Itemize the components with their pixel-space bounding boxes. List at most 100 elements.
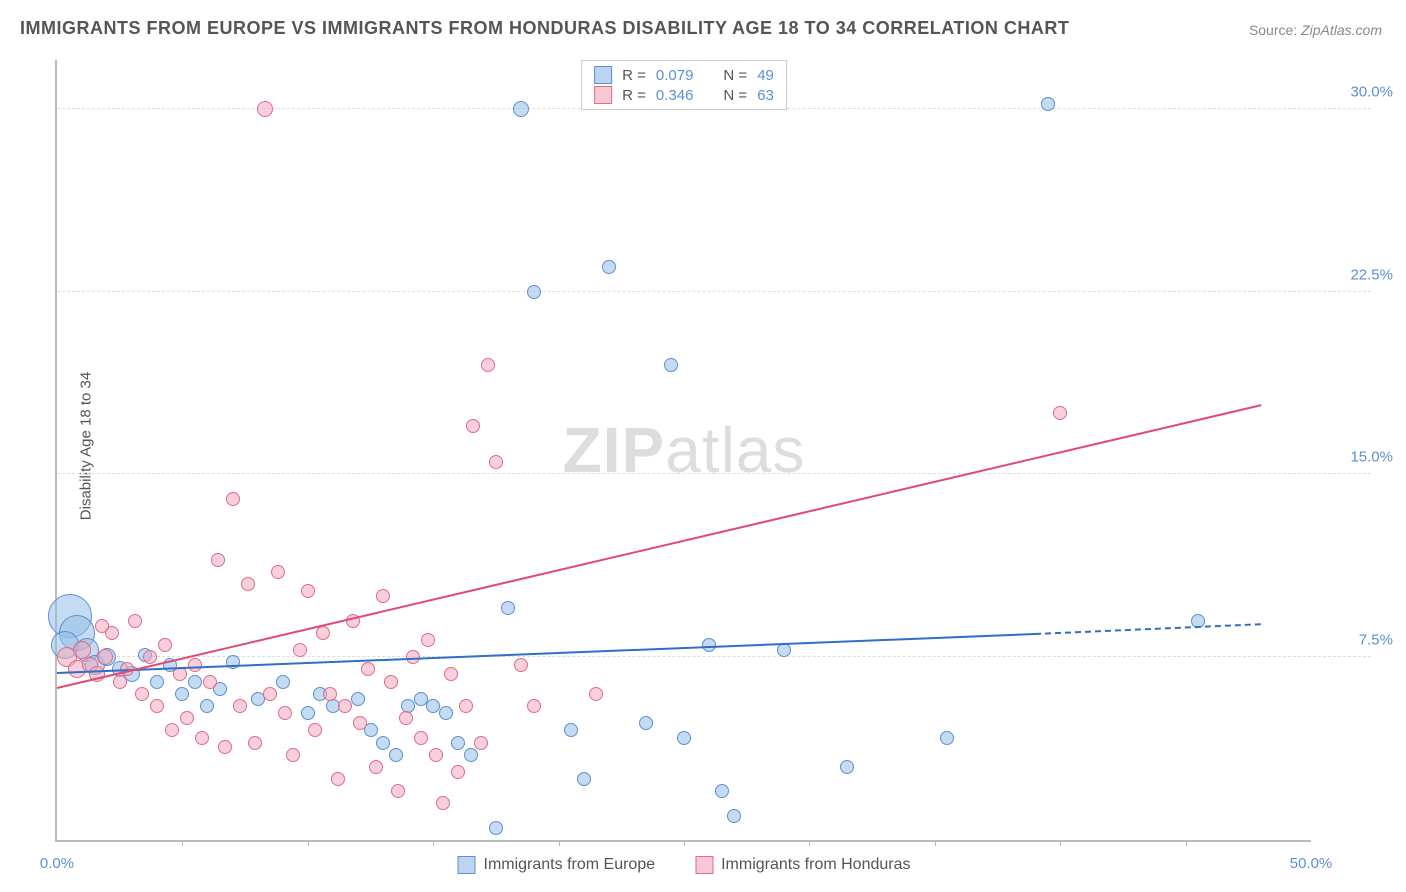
data-point-honduras <box>203 675 217 689</box>
data-point-europe <box>639 716 653 730</box>
trendline-dash-europe <box>1035 624 1261 636</box>
n-value: 49 <box>757 67 774 84</box>
data-point-honduras <box>158 638 172 652</box>
data-point-europe <box>175 687 189 701</box>
data-point-europe <box>351 692 365 706</box>
data-point-honduras <box>527 699 541 713</box>
data-point-honduras <box>384 675 398 689</box>
data-point-europe <box>376 736 390 750</box>
data-point-honduras <box>316 626 330 640</box>
data-point-honduras <box>113 675 127 689</box>
data-point-honduras <box>489 455 503 469</box>
data-point-honduras <box>466 419 480 433</box>
correlation-legend: R = 0.079 N = 49 R = 0.346 N = 63 <box>581 60 787 110</box>
watermark-bold: ZIP <box>563 414 666 486</box>
x-tick-mark <box>1060 840 1061 846</box>
data-point-honduras <box>399 711 413 725</box>
data-point-honduras <box>150 699 164 713</box>
r-label: R = <box>622 87 646 104</box>
legend-swatch <box>594 86 612 104</box>
data-point-europe <box>389 748 403 762</box>
data-point-honduras <box>353 716 367 730</box>
data-point-honduras <box>436 796 450 810</box>
data-point-honduras <box>338 699 352 713</box>
r-value: 0.346 <box>656 87 694 104</box>
scatter-plot-area: ZIPatlas R =0.079N =49R =0.346N =63 Immi… <box>55 60 1311 842</box>
series-legend: Immigrants from Europe Immigrants from Ho… <box>458 856 911 874</box>
data-point-europe <box>564 723 578 737</box>
legend-series-item: Immigrants from Honduras <box>695 856 910 874</box>
data-point-honduras <box>173 667 187 681</box>
data-point-honduras <box>226 492 240 506</box>
data-point-honduras <box>241 577 255 591</box>
x-tick-mark <box>433 840 434 846</box>
legend-series-label: Immigrants from Honduras <box>721 856 910 874</box>
data-point-honduras <box>218 740 232 754</box>
x-tick-mark <box>559 840 560 846</box>
data-point-honduras <box>421 633 435 647</box>
data-point-europe <box>677 731 691 745</box>
data-point-europe <box>940 731 954 745</box>
data-point-europe <box>301 706 315 720</box>
n-label: N = <box>723 67 747 84</box>
data-point-honduras <box>97 649 113 665</box>
legend-series-label: Immigrants from Europe <box>484 856 656 874</box>
data-point-honduras <box>135 687 149 701</box>
gridline-h <box>57 656 1371 657</box>
data-point-honduras <box>429 748 443 762</box>
legend-swatch <box>695 856 713 874</box>
data-point-honduras <box>369 760 383 774</box>
watermark: ZIPatlas <box>563 413 806 487</box>
data-point-honduras <box>165 723 179 737</box>
data-point-honduras <box>211 553 225 567</box>
watermark-light: atlas <box>665 414 805 486</box>
data-point-honduras <box>444 667 458 681</box>
data-point-honduras <box>391 784 405 798</box>
data-point-honduras <box>301 584 315 598</box>
r-value: 0.079 <box>656 67 694 84</box>
data-point-honduras <box>95 619 109 633</box>
data-point-europe <box>715 784 729 798</box>
data-point-europe <box>200 699 214 713</box>
n-label: N = <box>723 87 747 104</box>
y-tick-label: 7.5% <box>1359 632 1393 649</box>
data-point-europe <box>276 675 290 689</box>
data-point-honduras <box>143 650 157 664</box>
source-value: ZipAtlas.com <box>1301 22 1382 38</box>
data-point-europe <box>513 101 529 117</box>
data-point-honduras <box>589 687 603 701</box>
data-point-honduras <box>481 358 495 372</box>
data-point-europe <box>577 772 591 786</box>
data-point-honduras <box>331 772 345 786</box>
data-point-honduras <box>308 723 322 737</box>
data-point-honduras <box>271 565 285 579</box>
data-point-honduras <box>293 643 307 657</box>
data-point-honduras <box>514 658 528 672</box>
data-point-europe <box>664 358 678 372</box>
legend-correlation-row: R = 0.079 N = 49 <box>594 66 774 84</box>
x-start-label: 0.0% <box>40 855 74 872</box>
x-end-label: 50.0% <box>1290 855 1333 872</box>
data-point-honduras <box>248 736 262 750</box>
data-point-honduras <box>263 687 277 701</box>
data-point-honduras <box>414 731 428 745</box>
data-point-europe <box>451 736 465 750</box>
data-point-europe <box>527 285 541 299</box>
r-label: R = <box>622 67 646 84</box>
y-tick-label: 30.0% <box>1350 83 1393 100</box>
x-tick-mark <box>935 840 936 846</box>
data-point-honduras <box>323 687 337 701</box>
source-label: Source: <box>1249 22 1297 38</box>
data-point-europe <box>727 809 741 823</box>
x-tick-mark <box>308 840 309 846</box>
gridline-h <box>57 291 1371 292</box>
data-point-honduras <box>128 614 142 628</box>
legend-correlation-row: R = 0.346 N = 63 <box>594 86 774 104</box>
data-point-europe <box>188 675 202 689</box>
legend-series-item: Immigrants from Europe <box>458 856 656 874</box>
data-point-europe <box>464 748 478 762</box>
n-value: 63 <box>757 87 774 104</box>
data-point-honduras <box>451 765 465 779</box>
legend-swatch <box>594 66 612 84</box>
data-point-honduras <box>180 711 194 725</box>
